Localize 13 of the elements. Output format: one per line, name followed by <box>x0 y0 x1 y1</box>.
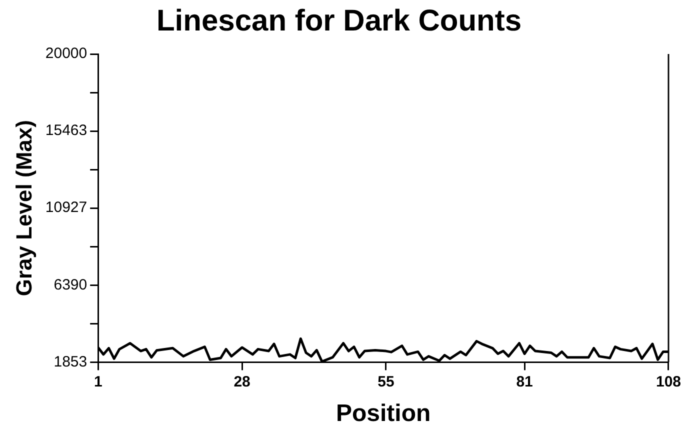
x-tick-label: 55 <box>378 373 394 390</box>
x-tick-label: 1 <box>94 373 102 390</box>
x-axis-title: Position <box>336 400 431 428</box>
x-tick-label: 81 <box>516 373 533 390</box>
y-tick-label: 10927 <box>45 199 88 216</box>
y-tick-label: 20000 <box>45 45 88 62</box>
y-tick-label: 1853 <box>54 353 88 370</box>
x-tick-label: 108 <box>656 373 681 390</box>
y-axis-title: Gray Level (Max) <box>11 120 36 296</box>
x-tick-label: 28 <box>234 373 250 390</box>
chart-title: Linescan for Dark Counts <box>156 4 522 38</box>
y-tick-label: 6390 <box>54 276 88 294</box>
y-tick-label: 15463 <box>45 122 88 140</box>
